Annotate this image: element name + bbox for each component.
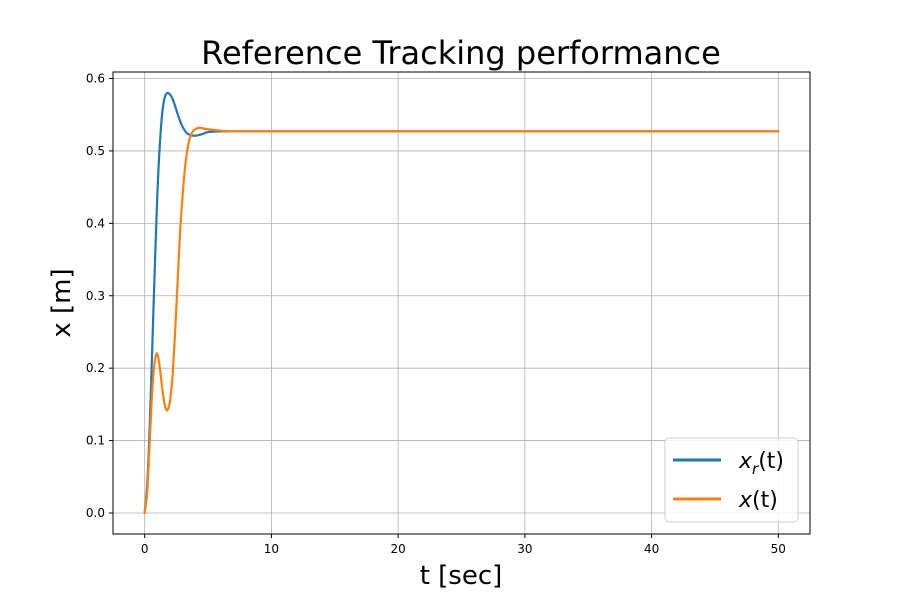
x-axis-label: t [sec] bbox=[420, 561, 503, 591]
legend-label-x: x(t) bbox=[738, 488, 778, 513]
y-tick-label: 0.2 bbox=[86, 361, 105, 375]
x-tick-label: 10 bbox=[264, 542, 279, 556]
x-tick-label: 40 bbox=[644, 542, 659, 556]
y-tick-label: 0.1 bbox=[86, 434, 105, 448]
legend-label-xr: xr(t) bbox=[738, 449, 784, 478]
y-tick-label: 0.6 bbox=[86, 72, 105, 86]
x-tick-label: 30 bbox=[517, 542, 532, 556]
y-tick-label: 0.0 bbox=[86, 506, 105, 520]
x-tick-label: 0 bbox=[141, 542, 149, 556]
series-layer bbox=[143, 91, 780, 515]
x-ticks: 0 10 20 30 40 50 bbox=[141, 534, 786, 556]
grid bbox=[113, 72, 810, 534]
y-tick-label: 0.3 bbox=[86, 289, 105, 303]
plot-frame bbox=[112, 71, 811, 535]
x-tick-label: 20 bbox=[390, 542, 405, 556]
chart-title: Reference Tracking performance bbox=[201, 34, 721, 72]
y-ticks: 0.0 0.1 0.2 0.3 0.4 0.5 0.6 bbox=[86, 72, 113, 520]
legend: xr(t) x(t) bbox=[664, 437, 799, 523]
series-line-x bbox=[143, 126, 780, 515]
y-tick-label: 0.5 bbox=[86, 144, 105, 158]
y-axis-label: x [m] bbox=[47, 268, 77, 337]
x-tick-label: 50 bbox=[771, 542, 786, 556]
y-tick-label: 0.4 bbox=[86, 216, 105, 230]
